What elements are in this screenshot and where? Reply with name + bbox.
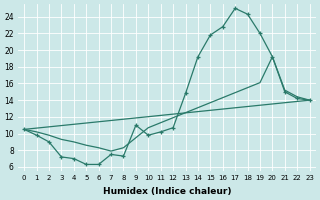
X-axis label: Humidex (Indice chaleur): Humidex (Indice chaleur) xyxy=(103,187,231,196)
